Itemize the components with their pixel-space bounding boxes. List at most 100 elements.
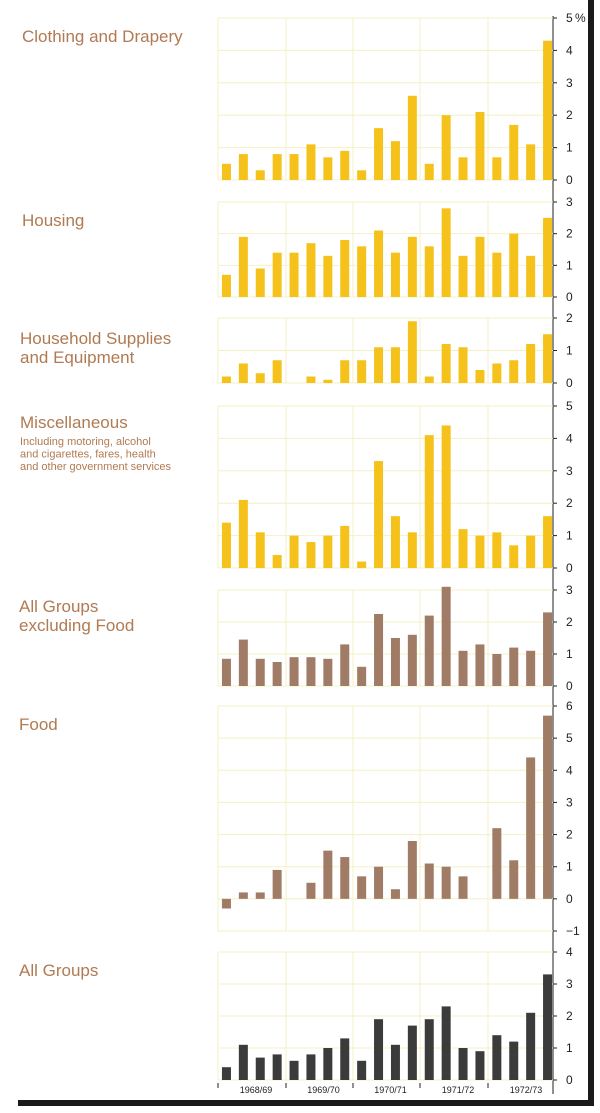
bar — [323, 379, 333, 383]
bar — [526, 144, 536, 180]
x-axis-label: 1969/70 — [307, 1085, 340, 1095]
bar — [441, 866, 451, 899]
bar — [340, 150, 350, 180]
bar — [323, 850, 333, 899]
bar — [543, 715, 553, 899]
y-tick-label: 1 — [566, 529, 573, 543]
bar — [543, 516, 553, 568]
y-tick-label: 4 — [566, 945, 573, 959]
bar — [407, 634, 417, 686]
bar — [441, 425, 451, 568]
y-tick-label: 2 — [566, 828, 573, 842]
y-tick-label: 2 — [566, 227, 573, 241]
y-tick-label: 0 — [566, 376, 573, 390]
bar — [407, 1025, 417, 1080]
bar — [272, 869, 282, 899]
bar — [340, 644, 350, 686]
bar — [424, 1019, 434, 1080]
bar — [306, 542, 316, 568]
bar — [374, 128, 384, 180]
bar — [340, 240, 350, 297]
y-tick-label: 4 — [566, 431, 573, 445]
bar — [390, 638, 400, 686]
y-tick-label: 2 — [566, 311, 573, 325]
bar — [543, 974, 553, 1080]
bar — [255, 1057, 265, 1080]
y-tick-label: 2 — [566, 615, 573, 629]
bar — [424, 615, 434, 686]
bar — [323, 1048, 333, 1080]
y-tick-label: 3 — [566, 76, 573, 90]
bar — [475, 535, 485, 568]
bar — [238, 892, 248, 899]
y-tick-label: 1 — [566, 860, 573, 874]
bar — [255, 532, 265, 568]
y-tick-label: 3 — [566, 583, 573, 597]
bar — [509, 545, 519, 568]
panel-title: All Groups — [19, 961, 98, 980]
bar — [441, 586, 451, 686]
panel-title: and Equipment — [20, 348, 135, 367]
bar — [238, 363, 248, 383]
bar — [306, 243, 316, 297]
bar — [543, 40, 553, 181]
x-axis-label: 1972/73 — [510, 1085, 543, 1095]
y-tick-label: 4 — [566, 43, 573, 57]
bar — [390, 516, 400, 568]
bar — [289, 657, 299, 686]
bar — [374, 866, 384, 899]
y-tick-label: 0 — [566, 679, 573, 693]
x-axis-label: 1970/71 — [374, 1085, 407, 1095]
y-tick-label: 1 — [566, 647, 573, 661]
y-tick-label: 6 — [566, 699, 573, 713]
bar — [526, 535, 536, 568]
y-tick-label: 2 — [566, 496, 573, 510]
bar — [272, 252, 282, 297]
bar — [526, 650, 536, 686]
bar — [323, 535, 333, 568]
bar — [458, 876, 468, 899]
bar — [441, 208, 451, 297]
bar — [238, 236, 248, 297]
bar — [407, 841, 417, 899]
bar — [374, 461, 384, 568]
y-tick-label: −1 — [566, 924, 580, 938]
bar — [238, 154, 248, 180]
bar — [407, 95, 417, 180]
bar — [272, 1054, 282, 1080]
bar — [340, 1038, 350, 1080]
bar — [407, 321, 417, 383]
bar — [509, 647, 519, 686]
y-tick-label: 3 — [566, 464, 573, 478]
bar — [221, 1067, 231, 1080]
bar — [390, 141, 400, 180]
panel-title: Food — [19, 715, 58, 734]
bar — [238, 639, 248, 686]
bar — [272, 360, 282, 383]
page-right-border — [588, 0, 594, 1106]
bar — [255, 892, 265, 899]
bar — [221, 898, 231, 909]
bar — [306, 376, 316, 383]
bar — [526, 1012, 536, 1080]
bar — [492, 828, 502, 899]
bar — [255, 658, 265, 686]
y-tick-label: 2 — [566, 108, 573, 122]
bar — [441, 1006, 451, 1080]
bar — [221, 522, 231, 568]
bar — [492, 157, 502, 180]
bar — [374, 614, 384, 686]
bar — [526, 344, 536, 383]
chart-panel-1: 0 1 2 3 4 5 % Clothing and Drapery — [22, 11, 586, 187]
y-tick-label: 1 — [566, 1041, 573, 1055]
y-tick-label: 1 — [566, 344, 573, 358]
bar — [407, 236, 417, 297]
bar — [255, 170, 265, 180]
y-tick-label: 4 — [566, 763, 573, 777]
bar — [255, 268, 265, 297]
x-axis-label: 1968/69 — [240, 1085, 273, 1095]
bar — [458, 1048, 468, 1080]
